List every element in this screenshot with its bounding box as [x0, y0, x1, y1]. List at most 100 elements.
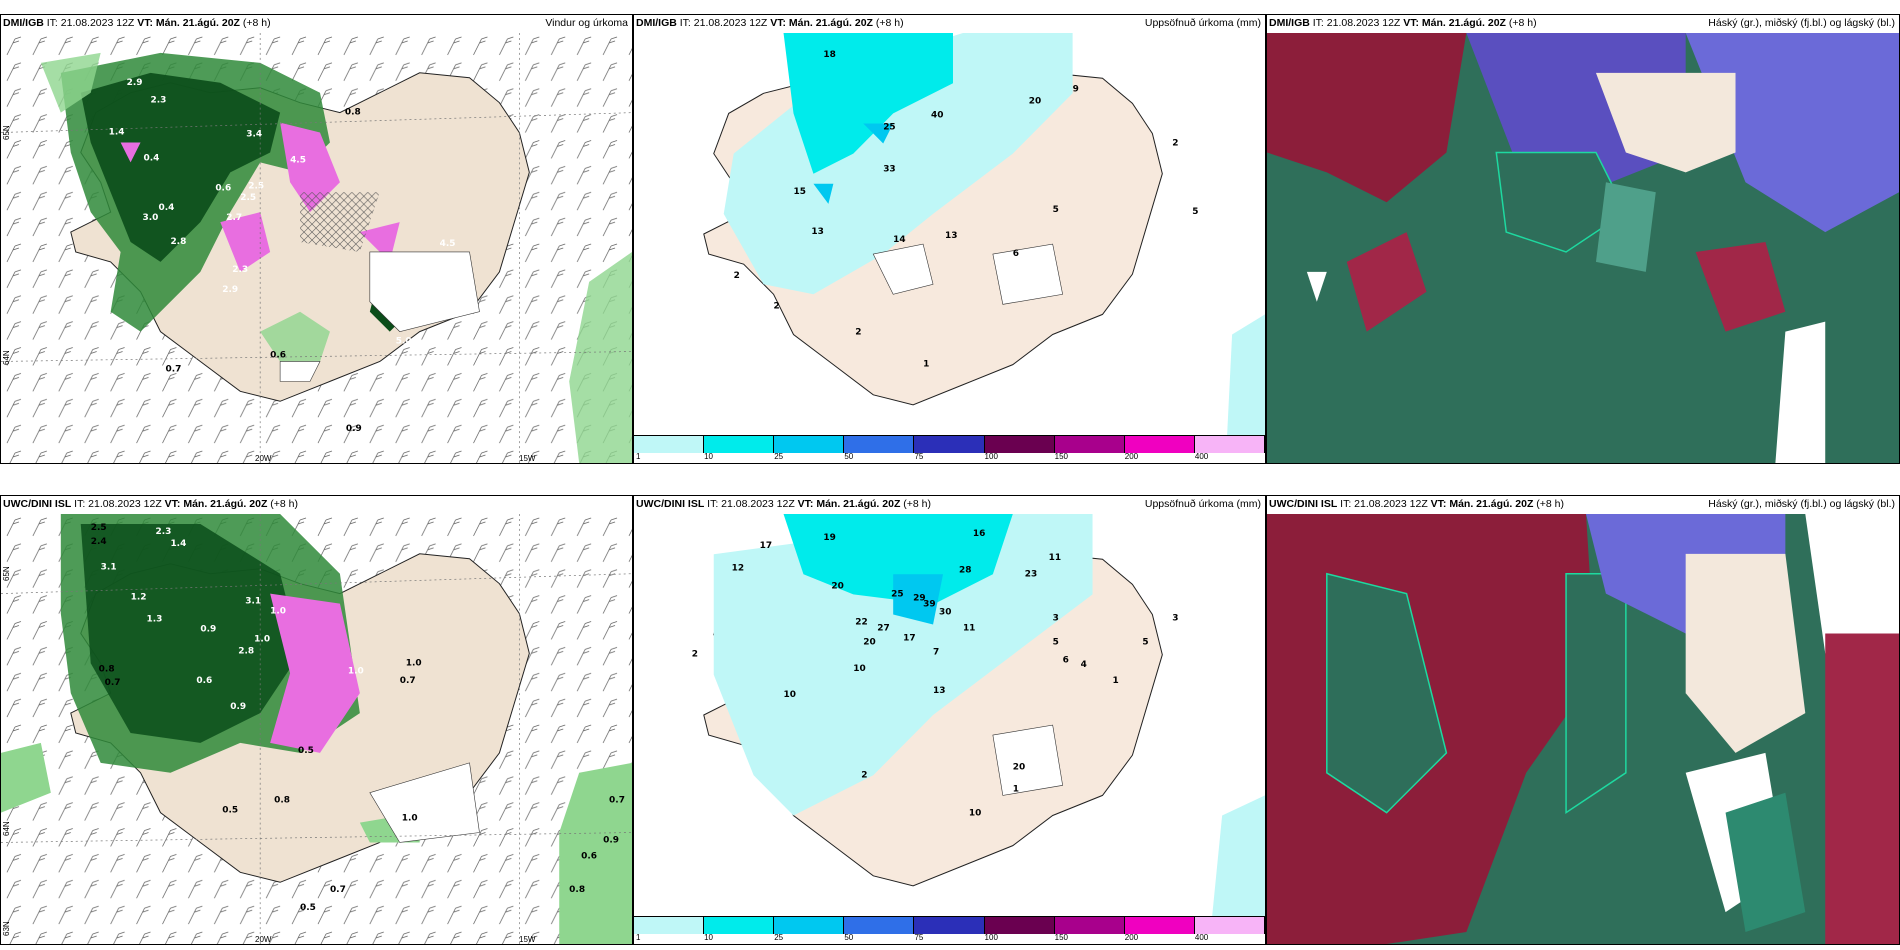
legend-swatch [914, 917, 985, 934]
svg-text:0.6: 0.6 [196, 676, 212, 686]
svg-text:0.9: 0.9 [603, 835, 619, 845]
svg-text:1.3: 1.3 [147, 615, 163, 625]
legend-swatch [984, 436, 1055, 453]
map-area: 2.5 2.4 3.1 2.3 1.4 3.1 1.2 0.9 1.0 1.3 … [1, 514, 632, 944]
svg-text:25: 25 [883, 122, 895, 132]
legend-label: 25 [774, 933, 784, 942]
legend-label: 1 [636, 452, 641, 461]
legend-swatch [634, 436, 705, 453]
svg-text:1.0: 1.0 [348, 666, 364, 676]
legend-label: 200 [1124, 452, 1139, 461]
legend-label: 10 [704, 933, 714, 942]
svg-text:6: 6 [1063, 656, 1069, 666]
svg-text:10: 10 [784, 690, 796, 700]
svg-text:0.7: 0.7 [400, 676, 416, 686]
svg-text:20: 20 [1029, 96, 1041, 106]
svg-text:13: 13 [945, 231, 957, 241]
svg-text:1.0: 1.0 [406, 658, 422, 668]
legend-label: 75 [914, 452, 924, 461]
svg-text:2.3: 2.3 [151, 96, 167, 106]
legend-label: 10 [704, 452, 714, 461]
panel-title: DMI/IGB IT: 21.08.2023 12Z VT: Mán. 21.á… [1269, 17, 1537, 29]
svg-text:2.8: 2.8 [238, 646, 254, 656]
lat-label: 65N [2, 125, 11, 140]
svg-text:19: 19 [823, 533, 835, 543]
svg-text:20: 20 [1013, 762, 1025, 772]
svg-text:5: 5 [1053, 638, 1059, 648]
svg-text:25: 25 [891, 589, 903, 599]
svg-text:0.5: 0.5 [300, 903, 316, 913]
svg-text:0.5: 0.5 [298, 746, 314, 756]
product-title: Háský (gr.), miðský (fj.bl.) og lágský (… [1708, 17, 1895, 29]
svg-text:18: 18 [823, 50, 835, 60]
svg-text:2.3: 2.3 [156, 527, 172, 537]
legend-swatch [914, 436, 985, 453]
svg-text:10: 10 [969, 808, 981, 818]
svg-text:22: 22 [855, 618, 867, 628]
svg-text:0.6: 0.6 [581, 851, 597, 861]
svg-text:3.0: 3.0 [143, 213, 159, 223]
svg-text:20: 20 [863, 638, 875, 648]
map-area [1267, 514, 1899, 944]
panel-title: UWC/DINI ISL IT: 21.08.2023 12Z VT: Mán.… [1269, 498, 1565, 510]
panel-wind-precip-uwc: UWC/DINI ISL IT: 21.08.2023 12Z VT: Mán.… [0, 495, 633, 945]
svg-text:1.0: 1.0 [402, 814, 418, 824]
svg-text:23: 23 [1025, 569, 1037, 579]
svg-text:1.0: 1.0 [270, 607, 286, 617]
svg-text:1.4: 1.4 [170, 539, 186, 549]
legend-label: 50 [844, 452, 854, 461]
legend-swatch [704, 917, 775, 934]
lon-label: 15W [519, 935, 536, 944]
legend-label: 100 [984, 933, 998, 942]
panel-accum-precip-uwc: UWC/DINI ISL IT: 21.08.2023 12Z VT: Mán.… [633, 495, 1266, 945]
map-area: 18 25 40 33 20 9 2 15 5 13 14 13 2 2 2 1… [634, 33, 1265, 435]
svg-text:20: 20 [831, 581, 843, 591]
product-title: Uppsöfnuð úrkoma (mm) [1144, 498, 1261, 510]
svg-text:11: 11 [1049, 553, 1061, 563]
lon-label: 20W [255, 454, 272, 463]
svg-text:0.7: 0.7 [330, 885, 346, 895]
svg-text:39: 39 [923, 599, 935, 609]
legend-label: 150 [1054, 933, 1069, 942]
svg-text:30: 30 [939, 607, 951, 617]
legend-swatch [1054, 436, 1125, 453]
panel-title: UWC/DINI ISL IT: 21.08.2023 12Z VT: Mán.… [3, 498, 299, 510]
panel-wind-precip-dmi: DMI/IGB IT: 21.08.2023 12Z VT: Mán. 21.á… [0, 14, 633, 464]
svg-text:3: 3 [1053, 614, 1059, 624]
svg-text:2: 2 [774, 301, 780, 311]
lat-label: 63N [2, 921, 11, 936]
svg-text:2.7: 2.7 [226, 213, 242, 223]
panel-title: DMI/IGB IT: 21.08.2023 12Z VT: Mán. 21.á… [3, 17, 271, 29]
svg-text:0.7: 0.7 [609, 796, 625, 806]
svg-text:0.4: 0.4 [144, 153, 160, 163]
svg-text:14: 14 [893, 235, 905, 245]
legend-swatch [634, 917, 705, 934]
svg-text:0.9: 0.9 [200, 624, 216, 634]
svg-text:2: 2 [692, 650, 698, 660]
svg-text:5: 5 [1142, 638, 1148, 648]
legend-label: 150 [1054, 452, 1069, 461]
svg-text:0.7: 0.7 [105, 678, 121, 688]
svg-text:0.4: 0.4 [159, 203, 175, 213]
legend-label: 1 [636, 933, 641, 942]
svg-text:33: 33 [883, 165, 895, 175]
svg-text:1.2: 1.2 [131, 593, 147, 603]
svg-text:40: 40 [931, 110, 943, 120]
svg-text:9: 9 [1073, 84, 1079, 94]
legend-swatch [774, 917, 845, 934]
svg-text:5: 5 [1192, 207, 1198, 217]
svg-text:0.7: 0.7 [165, 364, 181, 374]
legend-swatch [844, 436, 915, 453]
legend-swatch [1124, 917, 1195, 934]
svg-text:2.4: 2.4 [91, 537, 107, 547]
svg-text:12: 12 [732, 563, 744, 573]
svg-text:0.8: 0.8 [274, 796, 290, 806]
legend-swatch [1124, 436, 1195, 453]
lat-label: 65N [2, 566, 11, 581]
map-area [1267, 33, 1899, 463]
svg-text:1: 1 [1112, 676, 1118, 686]
panel-accum-precip-dmi: DMI/IGB IT: 21.08.2023 12Z VT: Mán. 21.á… [633, 14, 1266, 464]
panel-title: UWC/DINI ISL IT: 21.08.2023 12Z VT: Mán.… [636, 498, 932, 510]
svg-text:2.9: 2.9 [127, 78, 143, 88]
svg-text:17: 17 [903, 634, 915, 644]
